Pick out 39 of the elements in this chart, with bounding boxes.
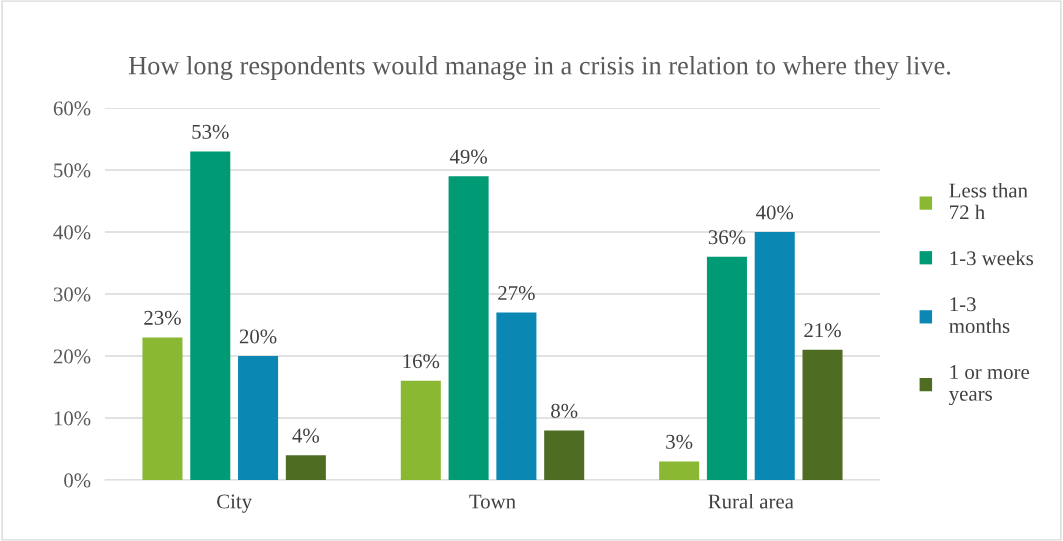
bar [448, 176, 489, 480]
y-tick-label: 60% [53, 101, 91, 116]
y-tick-label: 30% [53, 287, 91, 302]
data-label: 4% [292, 428, 320, 443]
bar [754, 232, 795, 480]
data-label: 40% [756, 205, 794, 220]
x-tick-label: Town [469, 494, 516, 509]
data-label: 3% [666, 434, 693, 449]
data-label: 8% [551, 403, 578, 418]
legend-label: 1-3 weeks [950, 250, 1034, 266]
bar [190, 151, 231, 480]
y-tick-label: 10% [54, 411, 91, 426]
bar [802, 349, 843, 480]
bar [706, 256, 747, 480]
bar [544, 430, 585, 480]
data-label: 49% [449, 149, 487, 164]
x-tick-label: Rural area [708, 493, 794, 509]
legend-label: 1-3 months [949, 297, 1010, 334]
x-tick-label: City [217, 494, 253, 513]
data-label: 53% [192, 124, 229, 139]
data-label: 23% [144, 310, 181, 325]
chart-title: How long respondents would manage in a crisis in relation to where they live. [128, 56, 951, 80]
y-tick-label: 0% [64, 473, 91, 488]
data-label: 16% [403, 354, 440, 369]
y-tick-label: 50% [54, 163, 91, 178]
data-label: 20% [239, 329, 277, 344]
bar [496, 312, 537, 480]
data-label: 27% [498, 285, 535, 301]
data-label: 36% [708, 230, 746, 245]
bar [285, 455, 326, 480]
legend-label: Less than 72 h [949, 182, 1028, 220]
bar [400, 380, 441, 480]
data-label: 21% [804, 323, 841, 338]
y-tick-label: 40% [53, 225, 91, 240]
bar [659, 461, 700, 480]
bar [238, 356, 279, 480]
legend-label: 1 or more years [949, 365, 1030, 406]
bar [142, 337, 183, 480]
y-tick-label: 20% [53, 349, 91, 364]
